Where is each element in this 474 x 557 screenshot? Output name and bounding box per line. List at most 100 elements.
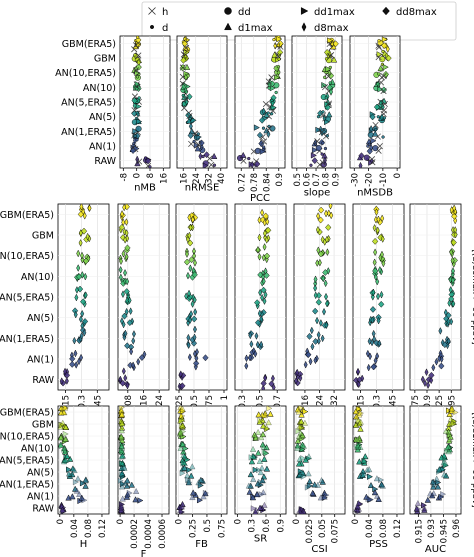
data-point [248, 331, 253, 340]
data-point [374, 127, 378, 132]
legend-label-dd: dd [238, 7, 251, 18]
data-point [310, 152, 317, 159]
data-point [129, 347, 134, 356]
x-axis-label: nRMSE [185, 182, 220, 193]
data-point [183, 54, 188, 59]
data-point [250, 475, 257, 483]
data-point [324, 235, 329, 244]
data-point [119, 452, 126, 459]
data-point [448, 406, 456, 412]
data-point [297, 429, 304, 436]
data-point [433, 475, 440, 482]
data-point [420, 375, 425, 384]
data-point [295, 428, 302, 435]
data-point [438, 454, 445, 461]
data-point [181, 64, 185, 68]
data-point [118, 447, 126, 455]
data-point [59, 377, 64, 386]
data-point [373, 492, 381, 499]
data-point [131, 361, 136, 370]
data-point [317, 250, 325, 258]
category-label: AN(1,ERA5) [0, 480, 54, 491]
data-point [299, 469, 307, 476]
data-point [247, 471, 255, 478]
data-point [69, 471, 76, 478]
data-point [60, 444, 68, 451]
data-point [260, 379, 267, 387]
data-point [119, 435, 126, 442]
data-point [445, 443, 452, 450]
data-point [190, 215, 195, 224]
data-point [118, 442, 125, 449]
data-point [255, 411, 262, 418]
data-point [372, 258, 377, 267]
data-point [376, 215, 381, 224]
data-point [131, 93, 139, 100]
data-point [381, 259, 386, 268]
data-point [381, 42, 388, 50]
data-point [324, 48, 331, 56]
data-point [448, 275, 453, 284]
data-point [355, 417, 362, 424]
data-point [415, 505, 422, 513]
data-point [300, 443, 307, 451]
data-point [253, 490, 261, 498]
data-point [428, 371, 435, 379]
data-point [316, 246, 321, 255]
x-axis-label: H [80, 539, 88, 550]
data-point [308, 357, 313, 366]
scatter-points [58, 406, 90, 514]
data-point [325, 299, 329, 308]
tick-label: -10 [379, 173, 389, 187]
data-point [132, 101, 137, 110]
data-point [321, 141, 325, 145]
data-point [265, 226, 272, 234]
data-point [192, 333, 197, 342]
data-point [62, 430, 69, 438]
tick-label: -8 [119, 173, 129, 181]
data-point [250, 160, 255, 168]
data-point [176, 430, 184, 437]
plot-area: GBM(ERA5)GBMAN(10,ERA5)AN(10)AN(5,ERA5)A… [0, 35, 474, 557]
data-point [271, 51, 278, 58]
data-point [378, 300, 385, 308]
data-point [203, 151, 210, 159]
data-point [73, 310, 78, 319]
data-point [82, 477, 89, 484]
tick-label: 0.9 [275, 173, 285, 187]
data-point [326, 84, 333, 91]
data-point [254, 428, 262, 435]
data-point [300, 508, 307, 514]
data-point [180, 460, 187, 467]
data-point [316, 337, 321, 345]
data-point [295, 408, 302, 415]
data-point [309, 326, 314, 335]
data-point [324, 321, 329, 330]
data-point [301, 419, 309, 426]
data-point [437, 354, 442, 363]
data-point [446, 435, 453, 443]
data-point [443, 308, 448, 317]
data-point [193, 258, 197, 267]
data-point [123, 268, 128, 277]
data-point [315, 225, 320, 234]
scatter-points [309, 37, 339, 168]
data-point [192, 139, 196, 144]
data-point [260, 208, 265, 217]
data-point [179, 80, 186, 87]
data-point [448, 285, 453, 294]
data-point [450, 421, 457, 428]
data-point [260, 443, 268, 450]
data-point [256, 504, 264, 511]
tick-label: 0.05 [318, 519, 328, 538]
data-point [376, 143, 383, 150]
tick-label: 0.7 [273, 395, 283, 409]
data-point [63, 367, 67, 376]
data-point [269, 125, 276, 132]
data-point [118, 464, 125, 471]
legend-label-d8max: d8max [314, 23, 349, 34]
data-point [442, 427, 450, 434]
data-point [376, 316, 381, 325]
data-point [261, 126, 266, 130]
